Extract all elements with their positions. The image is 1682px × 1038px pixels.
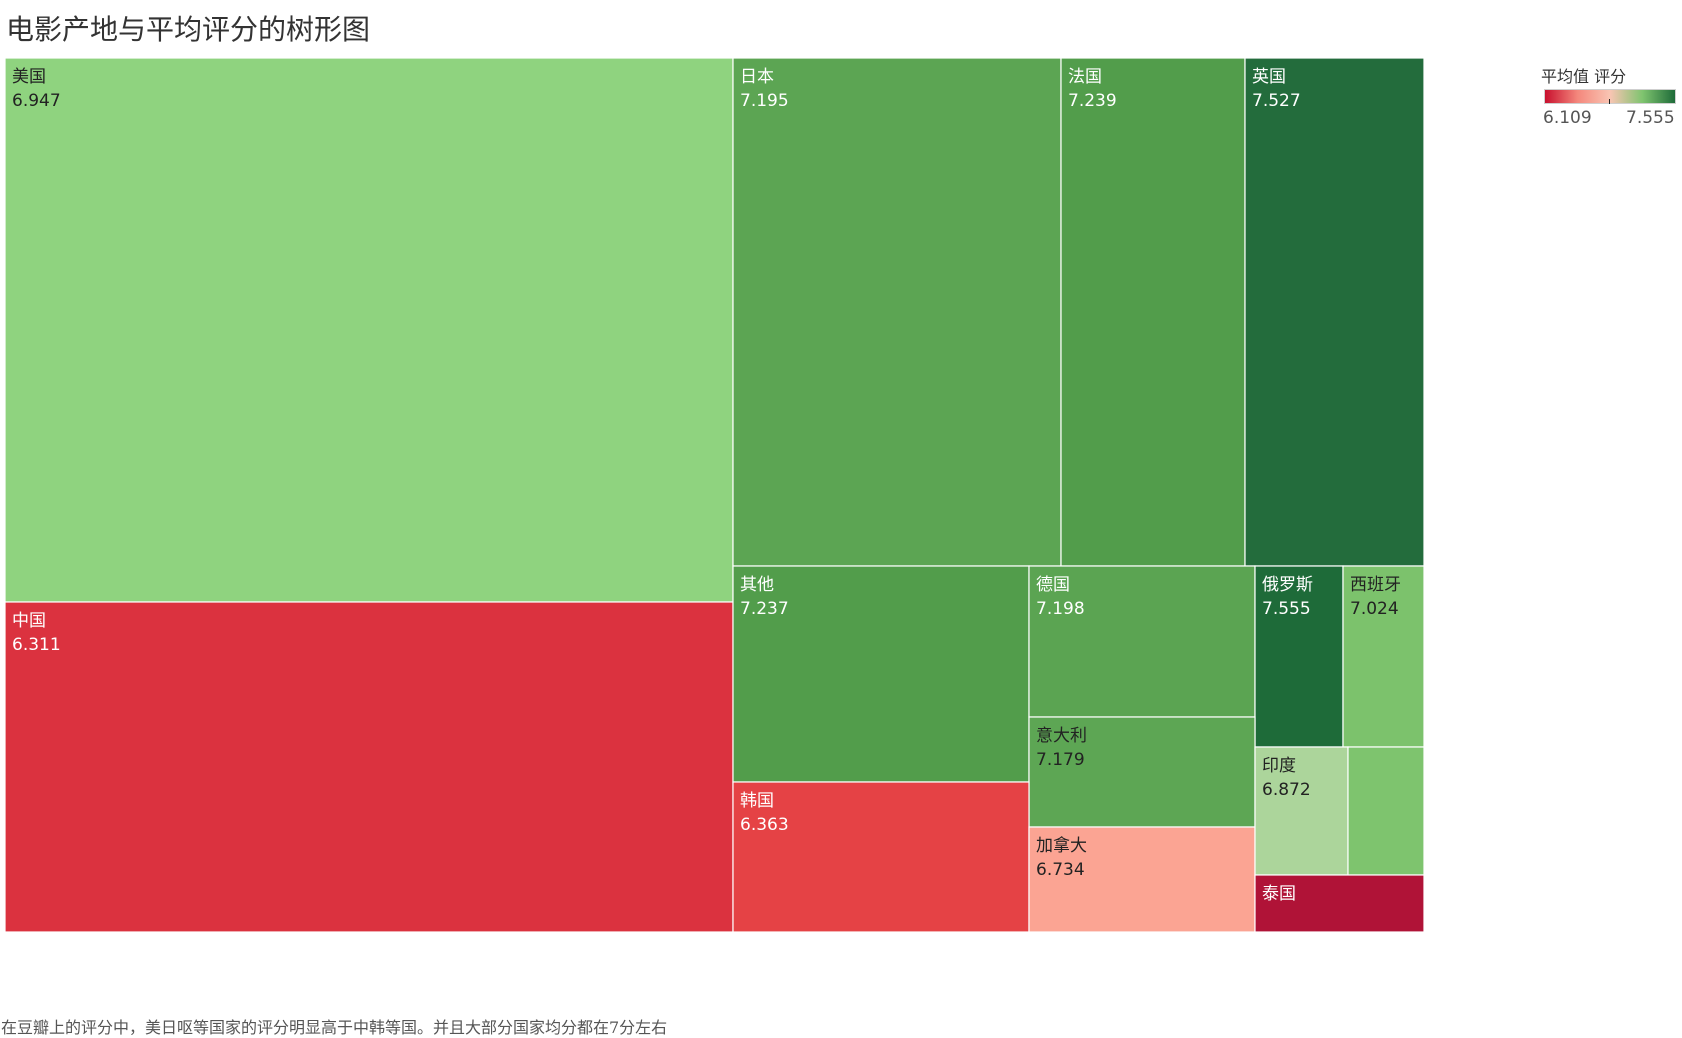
treemap-rect[interactable] (1254, 874, 1425, 933)
treemap-cell-label: 法国 (1068, 67, 1102, 87)
treemap-rect[interactable] (1342, 565, 1425, 748)
treemap-cell[interactable]: 韩国 6.363 (732, 781, 1030, 933)
treemap-rect[interactable] (732, 565, 1030, 783)
treemap-cell[interactable]: 西班牙 7.024 (1342, 565, 1425, 748)
legend-tick (1609, 99, 1610, 104)
treemap-cell-value: 7.195 (740, 91, 789, 111)
treemap-cell-label: 泰国 (1262, 884, 1296, 904)
treemap-rect[interactable] (1254, 565, 1344, 748)
treemap-rect[interactable] (4, 57, 734, 603)
treemap-cell-label: 俄罗斯 (1262, 575, 1313, 595)
treemap-cell[interactable]: 日本 7.195 (732, 57, 1062, 567)
treemap-cell[interactable]: 美国 6.947 (4, 57, 734, 603)
legend-max-value: 7.555 (1626, 108, 1675, 128)
treemap-cell[interactable]: 泰国 (1254, 874, 1425, 933)
treemap-rect[interactable] (4, 601, 734, 933)
treemap-cell[interactable]: 德国 7.198 (1028, 565, 1256, 718)
treemap-cell-value: 7.239 (1068, 91, 1117, 111)
treemap-cell-label: 意大利 (1036, 726, 1087, 746)
treemap-cell[interactable]: 中国 6.311 (4, 601, 734, 933)
treemap-cell[interactable]: 俄罗斯 7.555 (1254, 565, 1344, 748)
treemap-cells: 美国 6.947 中国 6.311 日本 7.195 法国 7.239 英国 7.527 其他 7.2… (4, 57, 1425, 933)
legend-title: 平均值 评分 (1541, 67, 1627, 86)
legend-min-value: 6.109 (1543, 108, 1592, 128)
treemap-cell-value: 6.872 (1262, 780, 1311, 800)
treemap-cell-value: 6.734 (1036, 860, 1085, 880)
treemap-cell-label: 韩国 (740, 791, 774, 811)
treemap-cell-label: 英国 (1252, 67, 1286, 87)
treemap-rect[interactable] (732, 57, 1062, 567)
treemap-rect[interactable] (1244, 57, 1425, 567)
treemap-cell-value: 6.947 (12, 91, 61, 111)
treemap-cell-label: 其他 (740, 575, 774, 595)
treemap-rect[interactable] (1028, 565, 1256, 718)
treemap-cell[interactable]: 其他 7.237 (732, 565, 1030, 783)
treemap-cell-value: 7.179 (1036, 750, 1085, 770)
treemap-cell[interactable]: 法国 7.239 (1060, 57, 1246, 567)
treemap-cell-value: 6.311 (12, 635, 61, 655)
treemap-cell[interactable]: 印度 6.872 (1254, 746, 1349, 876)
treemap-cell-value: 7.237 (740, 599, 789, 619)
treemap-rect[interactable] (1347, 746, 1425, 876)
chart-title: 电影产地与平均评分的树形图 (6, 13, 371, 46)
treemap-cell-label: 加拿大 (1036, 835, 1087, 856)
treemap-cell-value: 7.555 (1262, 599, 1311, 619)
treemap-cell-label: 中国 (12, 611, 46, 631)
legend-color-bar (1544, 89, 1676, 104)
treemap-cell-label: 美国 (12, 67, 46, 87)
treemap-rect[interactable] (1254, 746, 1349, 876)
treemap-cell-label: 西班牙 (1350, 575, 1401, 595)
treemap-cell-label: 日本 (740, 67, 774, 87)
treemap-rect[interactable] (1060, 57, 1246, 567)
treemap-rect[interactable] (1028, 826, 1256, 933)
treemap-cell-value: 7.198 (1036, 599, 1085, 619)
treemap-cell[interactable]: 意大利 7.179 (1028, 716, 1256, 828)
treemap-cell-value: 7.527 (1252, 91, 1301, 111)
treemap-cell[interactable]: 英国 7.527 (1244, 57, 1425, 567)
treemap-cell-label: 印度 (1262, 756, 1296, 776)
treemap-cell-value: 6.363 (740, 815, 789, 835)
treemap-cell[interactable]: 加拿大 6.734 (1028, 826, 1256, 933)
treemap-cell-value: 7.024 (1350, 599, 1399, 619)
treemap-rect[interactable] (732, 781, 1030, 933)
footnote: 在豆瓣上的评分中，美日呕等国家的评分明显高于中韩等国。并且大部分国家均分都在7分… (1, 1018, 668, 1037)
treemap-cell[interactable] (1347, 746, 1425, 876)
treemap-cell-label: 德国 (1036, 575, 1070, 595)
